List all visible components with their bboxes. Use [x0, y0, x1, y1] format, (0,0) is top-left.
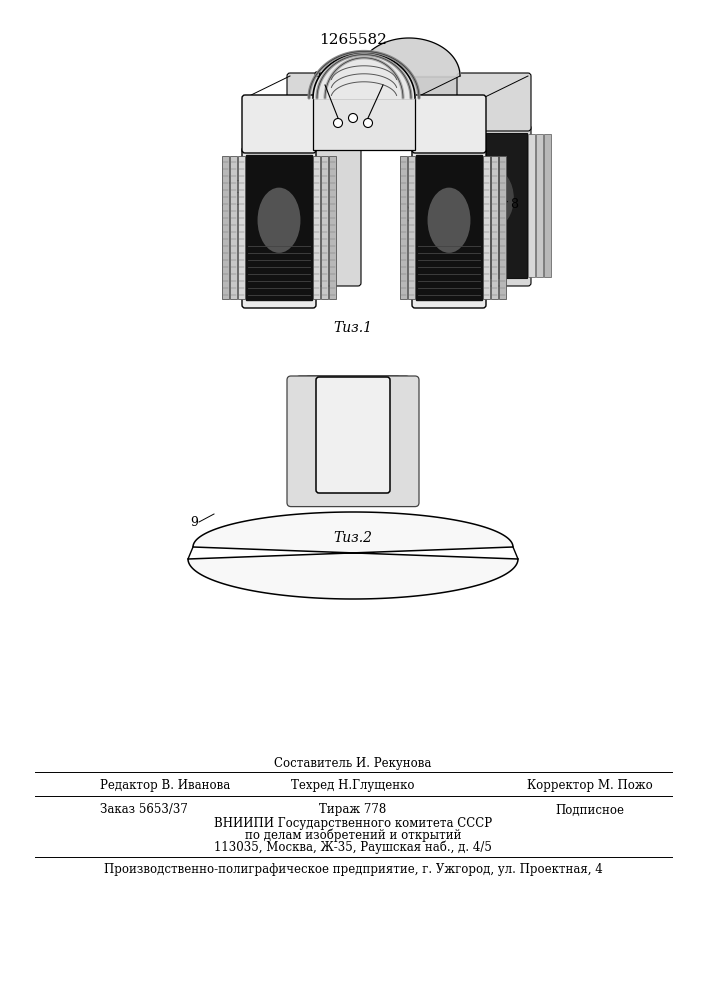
Bar	[536, 134, 543, 277]
Text: Редактор В. Иванова: Редактор В. Иванова	[100, 780, 230, 792]
Circle shape	[334, 118, 342, 127]
FancyBboxPatch shape	[412, 147, 486, 308]
Ellipse shape	[474, 169, 514, 227]
FancyBboxPatch shape	[287, 376, 419, 507]
FancyBboxPatch shape	[316, 377, 390, 493]
FancyBboxPatch shape	[287, 73, 361, 131]
Bar	[544, 134, 551, 277]
Text: ВНИИПИ Государственного комитета СССР: ВНИИПИ Государственного комитета СССР	[214, 816, 492, 830]
Polygon shape	[188, 512, 518, 599]
Text: Τиз.2: Τиз.2	[334, 531, 373, 545]
Circle shape	[363, 118, 373, 127]
Text: Τиз.1: Τиз.1	[334, 321, 373, 335]
Bar	[528, 134, 535, 277]
FancyBboxPatch shape	[457, 125, 531, 286]
Bar	[222, 156, 229, 299]
Bar	[408, 156, 415, 299]
Text: по делам изобретений и открытий: по делам изобретений и открытий	[245, 828, 461, 842]
Bar	[313, 98, 415, 150]
Bar	[321, 156, 328, 299]
Text: 5: 5	[330, 74, 338, 87]
Text: 3: 3	[222, 186, 230, 198]
Text: Подписное: Подписное	[556, 804, 624, 816]
FancyBboxPatch shape	[305, 376, 401, 498]
Bar	[499, 156, 506, 299]
Text: 2: 2	[222, 174, 230, 186]
Bar	[400, 156, 407, 299]
Ellipse shape	[257, 188, 300, 253]
FancyBboxPatch shape	[412, 95, 486, 153]
Bar	[461, 133, 527, 278]
Ellipse shape	[428, 188, 470, 253]
Text: 1: 1	[250, 101, 258, 113]
Bar	[313, 156, 320, 299]
Bar	[416, 155, 482, 300]
Bar	[238, 156, 245, 299]
Text: ø: ø	[314, 69, 320, 79]
Text: 3: 3	[375, 420, 383, 432]
FancyBboxPatch shape	[457, 73, 531, 131]
Bar	[483, 156, 490, 299]
Text: 6: 6	[410, 204, 418, 217]
Text: Корректор М. Пожо: Корректор М. Пожо	[527, 780, 653, 792]
Text: 4: 4	[375, 430, 383, 444]
Text: Техред Н.Глущенко: Техред Н.Глущенко	[291, 780, 415, 792]
Text: 7: 7	[410, 216, 418, 229]
Text: 113035, Москва, Ж-35, Раушская наб., д. 4/5: 113035, Москва, Ж-35, Раушская наб., д. …	[214, 840, 492, 854]
Text: 8: 8	[510, 198, 518, 212]
Bar	[358, 76, 460, 128]
Text: Производственно-полиграфическое предприятие, г. Ужгород, ул. Проектная, 4: Производственно-полиграфическое предприя…	[104, 863, 602, 876]
Text: 4: 4	[222, 198, 230, 211]
FancyBboxPatch shape	[287, 125, 361, 286]
Text: 9: 9	[190, 516, 198, 528]
FancyBboxPatch shape	[296, 376, 410, 503]
Text: Составитель И. Рекунова: Составитель И. Рекунова	[274, 757, 432, 770]
FancyBboxPatch shape	[242, 147, 316, 308]
Text: ø: ø	[384, 69, 390, 79]
Bar	[329, 156, 336, 299]
Text: 1265582: 1265582	[319, 33, 387, 47]
Bar	[246, 155, 312, 300]
Text: Тираж 778: Тираж 778	[320, 804, 387, 816]
Text: 2: 2	[375, 408, 383, 422]
FancyBboxPatch shape	[242, 95, 316, 153]
Bar	[230, 156, 237, 299]
Text: Заказ 5653/37: Заказ 5653/37	[100, 804, 188, 816]
Circle shape	[349, 113, 358, 122]
Bar	[491, 156, 498, 299]
